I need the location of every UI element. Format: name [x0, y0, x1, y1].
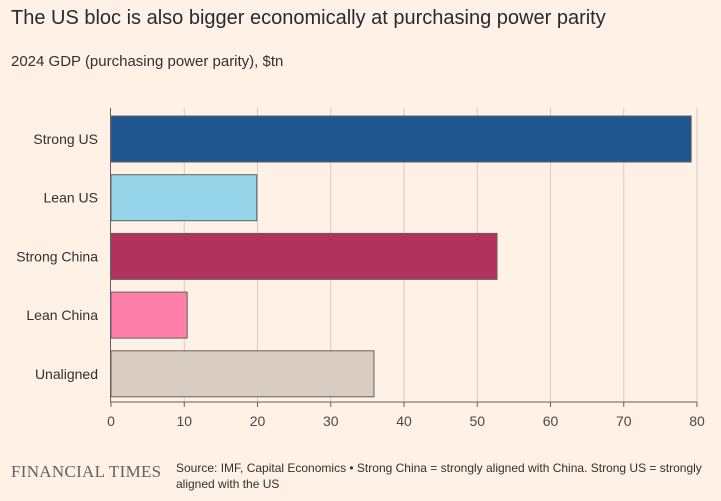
source-note: Source: IMF, Capital Economics • Strong … [176, 461, 702, 491]
x-tick-label: 40 [396, 413, 412, 429]
bar-lean-china [110, 291, 188, 339]
bar-strong-us [110, 115, 692, 163]
ft-logo: FINANCIAL TIMES [11, 462, 162, 481]
x-tick-label: 50 [469, 413, 485, 429]
x-axis: 0 10 20 30 40 50 60 70 80 [107, 108, 705, 429]
bar-strong-china [110, 232, 498, 280]
bar-unaligned [110, 350, 375, 398]
x-tick-label: 30 [323, 413, 339, 429]
x-tick-label: 70 [616, 413, 632, 429]
x-tick-label: 10 [176, 413, 192, 429]
category-label: Lean US [44, 190, 98, 206]
chart-subtitle: 2024 GDP (purchasing power parity), $tn [11, 53, 284, 70]
x-tick-label: 80 [689, 413, 705, 429]
bar-lean-us [110, 174, 258, 222]
x-tick-label: 20 [250, 413, 266, 429]
category-label: Unaligned [35, 366, 98, 382]
category-labels: Strong US Lean US Strong China Lean China Un… [16, 131, 98, 382]
category-label: Strong US [33, 131, 98, 147]
bars [110, 115, 692, 398]
x-tick-label: 0 [107, 413, 115, 429]
category-label: Lean China [26, 307, 98, 323]
category-label: Strong China [16, 248, 98, 264]
chart-title: The US bloc is also bigger economically … [11, 7, 606, 29]
x-tick-label: 60 [543, 413, 559, 429]
